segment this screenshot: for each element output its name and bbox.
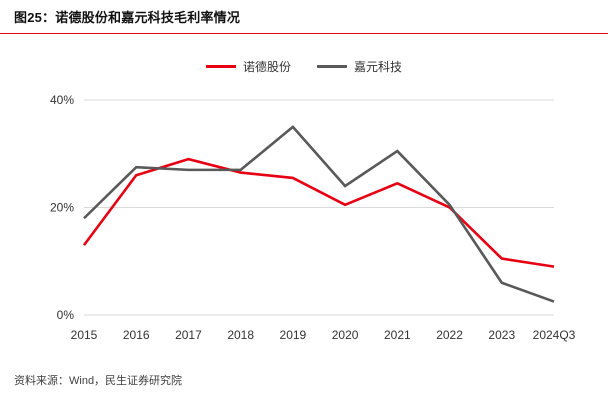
chart-legend: 诺德股份 嘉元科技 xyxy=(0,58,608,75)
chart-title: 图25：诺德股份和嘉元科技毛利率情况 xyxy=(14,10,241,25)
legend-line-swatch xyxy=(205,65,236,68)
series-line-诺德股份 xyxy=(82,157,555,268)
legend-item: 嘉元科技 xyxy=(317,58,402,75)
x-axis-tick-label: 2021 xyxy=(384,328,411,342)
legend-label: 嘉元科技 xyxy=(354,60,403,74)
x-axis-tick-label: 2018 xyxy=(227,328,254,342)
legend-label: 诺德股份 xyxy=(242,60,291,74)
x-axis-tick-label: 2017 xyxy=(175,328,202,342)
legend-line-swatch xyxy=(317,65,347,68)
y-axis-tick-label: 0% xyxy=(57,308,75,322)
x-axis-tick-label: 2020 xyxy=(332,328,359,342)
line-chart: 0% 20% 40% 2015 2016 2017 2018 2019 2020 2021 2022… xyxy=(14,80,594,365)
x-axis-tick-label: 2016 xyxy=(123,328,150,342)
x-axis-tick-label: 2022 xyxy=(436,328,463,342)
chart-header: 图25：诺德股份和嘉元科技毛利率情况 xyxy=(0,0,608,34)
x-axis-tick-label: 2019 xyxy=(280,328,307,342)
x-axis-tick-label: 2015 xyxy=(71,328,98,342)
chart-canvas: 0% 20% 40% 2015 2016 2017 2018 2019 2020 2021 2022… xyxy=(50,93,576,342)
series-line-嘉元科技 xyxy=(83,125,555,303)
source-note: 资料来源：Wind，民生证券研究院 xyxy=(14,375,183,387)
legend-item: 诺德股份 xyxy=(205,58,291,75)
y-axis-tick-label: 20% xyxy=(50,201,74,215)
x-axis-tick-label: 2023 xyxy=(488,328,515,342)
y-axis-tick-label: 40% xyxy=(50,93,74,107)
x-axis-tick-label: 2024Q3 xyxy=(533,328,576,342)
